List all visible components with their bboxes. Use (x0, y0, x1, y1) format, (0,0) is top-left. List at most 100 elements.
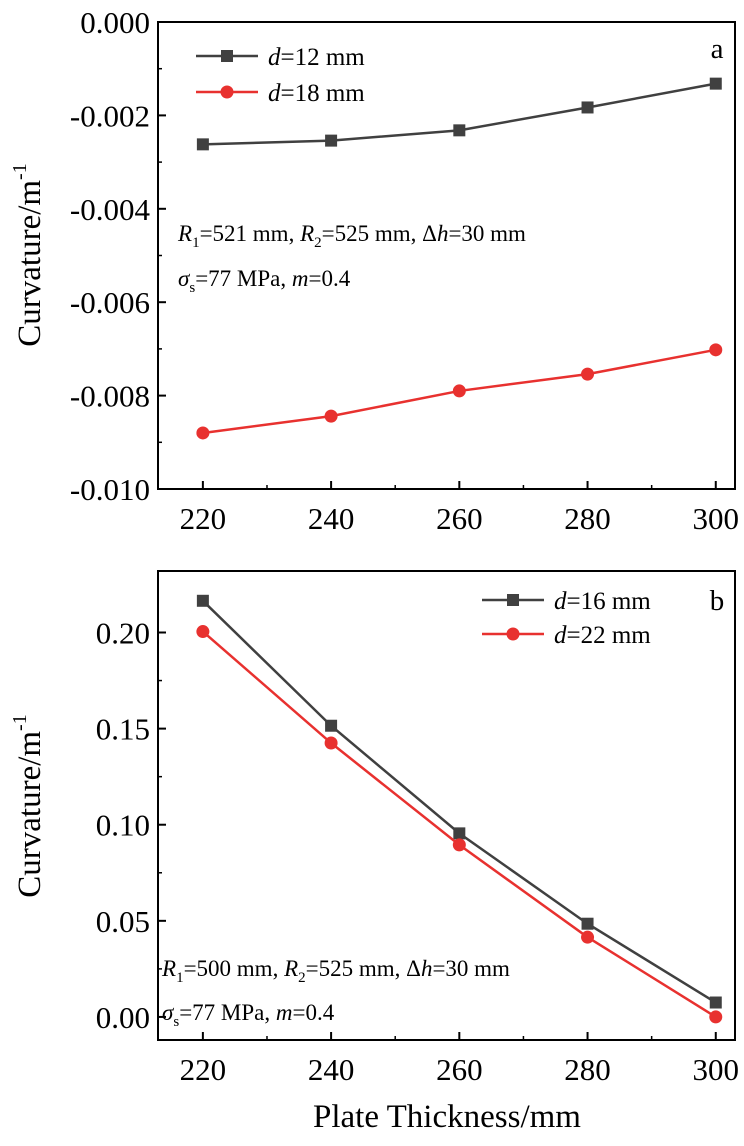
data-point (324, 736, 338, 750)
annotation-material-line-part: =77 MPa, (179, 1000, 276, 1025)
annotation-params-line-part: =30 mm (432, 956, 510, 981)
legend-label-var: d (268, 80, 281, 107)
y-tick-label: -0.006 (70, 285, 150, 320)
y-tick-label: -0.010 (70, 472, 150, 507)
annotation-params-line-part: R (299, 221, 314, 246)
data-point (325, 134, 338, 147)
y-tick-label: -0.002 (70, 98, 150, 133)
x-tick-label: 260 (436, 1052, 483, 1087)
annotation-params-line-part: 2 (314, 235, 322, 251)
y-tick-label: -0.004 (70, 192, 151, 227)
data-point (453, 124, 466, 137)
annotation-params-line-part: R (161, 956, 176, 981)
series-line-1 (202, 599, 717, 1004)
annotation-material-line-part: σ (162, 1000, 175, 1025)
legend-label: d=12 mm (268, 44, 365, 71)
legend-label: d=22 mm (554, 622, 651, 649)
data-point (196, 625, 210, 639)
annotation-params-line-part: =30 mm (448, 221, 526, 246)
data-point (196, 426, 210, 440)
annotation-params-line: R1=521 mm, R2=525 mm, Δh=30 mm (177, 221, 526, 251)
legend-marker (220, 85, 234, 99)
annotation-params-line-part: R (177, 221, 192, 246)
annotation-material-line-part: σ (178, 266, 191, 291)
legend-label: d=16 mm (554, 588, 651, 615)
x-tick-label: 280 (564, 1052, 611, 1087)
data-point (581, 930, 595, 944)
data-point (453, 827, 466, 840)
data-point (196, 594, 209, 607)
plot-frame (157, 570, 736, 1041)
x-tick-label: 220 (180, 501, 227, 536)
x-tick-label: 220 (180, 1052, 227, 1087)
data-point (452, 384, 466, 398)
data-point (581, 917, 594, 930)
data-point (709, 77, 722, 90)
annotation-params-line-part: =525 mm, Δ (322, 221, 437, 246)
x-tick-label: 300 (693, 1052, 740, 1087)
y-axis-title: Curvature/m-1 (9, 163, 48, 346)
legend-label-var: d (554, 622, 567, 649)
y-tick-label: 0.15 (96, 712, 150, 747)
y-axis-title-sup: -1 (9, 163, 31, 180)
y-tick-label: 0.000 (80, 5, 150, 40)
annotation-material-line-part: =0.4 (308, 266, 350, 291)
annotation-material-line: σs=77 MPa, m=0.4 (162, 1000, 335, 1030)
chart-panel-a: 220 240 260 280 300 0.000 -0.002 -0.004 -0.006 -0… (9, 5, 739, 536)
legend-label-var: d (268, 44, 281, 71)
y-axis-title: Curvature/m-1 (9, 714, 48, 897)
annotation-material-line: σs=77 MPa, m=0.4 (178, 266, 351, 296)
legend-label-value: =18 mm (281, 80, 366, 107)
data-point (709, 1010, 723, 1024)
x-tick-label: 240 (308, 1052, 355, 1087)
legend-label-value: =22 mm (567, 622, 652, 649)
x-axis-title: Plate Thickness/mm (313, 1099, 581, 1135)
x-tick-label: 260 (436, 501, 483, 536)
annotation-params-line-part: R (283, 956, 298, 981)
y-axis-title-text: Curvature/m (12, 180, 48, 347)
annotation-params-line-part: h (421, 956, 433, 981)
data-point (452, 838, 466, 852)
y-tick-label: 0.05 (96, 904, 150, 939)
annotation-params-line-part: =525 mm, Δ (306, 956, 421, 981)
y-tick-label: 0.10 (96, 808, 150, 843)
y-tick-label: 0.00 (96, 1000, 150, 1035)
legend-label-value: =12 mm (281, 44, 366, 71)
y-axis-title-text: Curvature/m (12, 731, 48, 898)
panel-label: b (710, 585, 725, 617)
annotation-params-line: R1=500 mm, R2=525 mm, Δh=30 mm (161, 956, 510, 986)
legend-label-value: =16 mm (567, 588, 652, 615)
annotation-params-line-part: 2 (298, 970, 306, 986)
x-tick-label: 280 (564, 501, 611, 536)
x-tick-label: 300 (693, 501, 740, 536)
annotation-material-line-part: s (189, 280, 195, 296)
annotation-material-line-part: =0.4 (292, 1000, 334, 1025)
x-tick-label: 240 (308, 501, 355, 536)
y-tick-label: 0.20 (96, 616, 150, 651)
annotation-material-line-part: m (276, 1000, 293, 1025)
annotation-material-line-part: m (292, 266, 309, 291)
annotation-params-line-part: =521 mm, (200, 221, 301, 246)
panel-label: a (711, 33, 724, 65)
annotation-params-line-part: 1 (176, 970, 184, 986)
data-point (324, 409, 338, 423)
y-axis-title-sup: -1 (9, 714, 31, 731)
legend-marker (507, 594, 519, 606)
annotation-params-line-part: 1 (192, 235, 200, 251)
legend-marker (221, 50, 233, 62)
annotation-material-line-part: =77 MPa, (195, 266, 292, 291)
data-point (325, 719, 338, 732)
data-point (581, 101, 594, 114)
data-point (196, 138, 209, 151)
annotation-params-line-part: =500 mm, (184, 956, 285, 981)
legend-label: d=18 mm (268, 80, 365, 107)
y-tick-label: -0.008 (70, 379, 150, 414)
annotation-params-line-part: h (437, 221, 449, 246)
legend-marker (506, 627, 520, 641)
chart-panel-b: 220 240 260 280 300 0.20 0.15 0.10 0.05 0.00 Curva… (9, 570, 740, 1087)
data-point (709, 996, 722, 1009)
annotation-material-line-part: s (173, 1014, 179, 1030)
legend-label-var: d (554, 588, 567, 615)
data-point (709, 343, 723, 357)
